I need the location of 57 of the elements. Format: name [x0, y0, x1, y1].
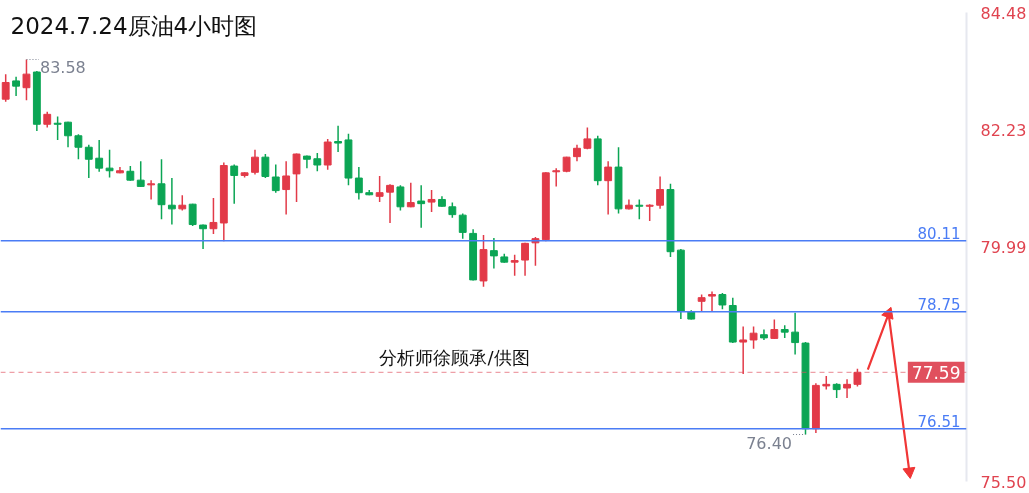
ref-line-label: 78.75: [917, 295, 961, 314]
candlestick: [251, 149, 259, 176]
candlestick: [635, 198, 644, 221]
candlestick: [230, 163, 239, 205]
annotation: 分析师徐顾承/供图: [379, 346, 530, 368]
candlestick: [136, 160, 145, 188]
candlestick: [53, 115, 62, 141]
candlestick: [261, 153, 270, 179]
candlestick: [22, 58, 31, 101]
candlestick: [843, 378, 851, 399]
candlestick: [157, 158, 166, 221]
candlestick: [396, 184, 405, 212]
candlestick: [84, 143, 93, 179]
candlestick: [64, 120, 72, 148]
candlestick: [552, 167, 561, 188]
candlestick: [167, 177, 176, 226]
candlestick: [406, 182, 415, 209]
candlestick: [521, 242, 529, 277]
y-tick-label: 75.50: [980, 472, 1027, 492]
candlestick: [708, 290, 716, 312]
candlestick: [604, 160, 613, 216]
y-tick-label: 79.99: [980, 238, 1027, 257]
candlestick: [323, 138, 332, 171]
candlestick: [313, 152, 322, 173]
candlestick: [12, 75, 21, 97]
ref-line-label: 76.51: [917, 412, 961, 431]
candlestick: [95, 139, 104, 173]
candlestick: [656, 175, 665, 210]
candlestick: [282, 160, 291, 216]
candlestick: [147, 179, 156, 201]
ref-line-label: 80.11: [917, 224, 961, 243]
candlestick: [375, 175, 384, 203]
candlestick: [386, 183, 394, 224]
candlestick: [739, 325, 748, 375]
candlestick: [417, 184, 426, 229]
candlestick: [271, 163, 280, 194]
candlestick: [199, 223, 207, 250]
candlestick: [209, 197, 218, 235]
annotation: 76.40: [746, 434, 792, 454]
candlestick: [334, 125, 343, 153]
candlestick: [427, 189, 436, 213]
annotation: 83.58: [39, 57, 86, 77]
candlestick: [292, 152, 301, 203]
candlestick: [1, 73, 10, 103]
candlestick: [510, 254, 519, 277]
y-tick-label: 84.48: [980, 3, 1027, 23]
candlestick: [74, 133, 83, 161]
y-tick-label: 82.23: [980, 121, 1027, 141]
candlestick: [458, 212, 467, 240]
candlestick: [354, 166, 363, 201]
candlestick: [770, 318, 779, 340]
chart-title: 2024.7.24原油4小时图: [10, 12, 258, 39]
candlestick: [105, 149, 114, 179]
candlestick: [749, 325, 758, 350]
candlestick: [489, 237, 498, 270]
candlestick: [791, 312, 800, 356]
ref-line-label: 77.59: [911, 362, 961, 383]
